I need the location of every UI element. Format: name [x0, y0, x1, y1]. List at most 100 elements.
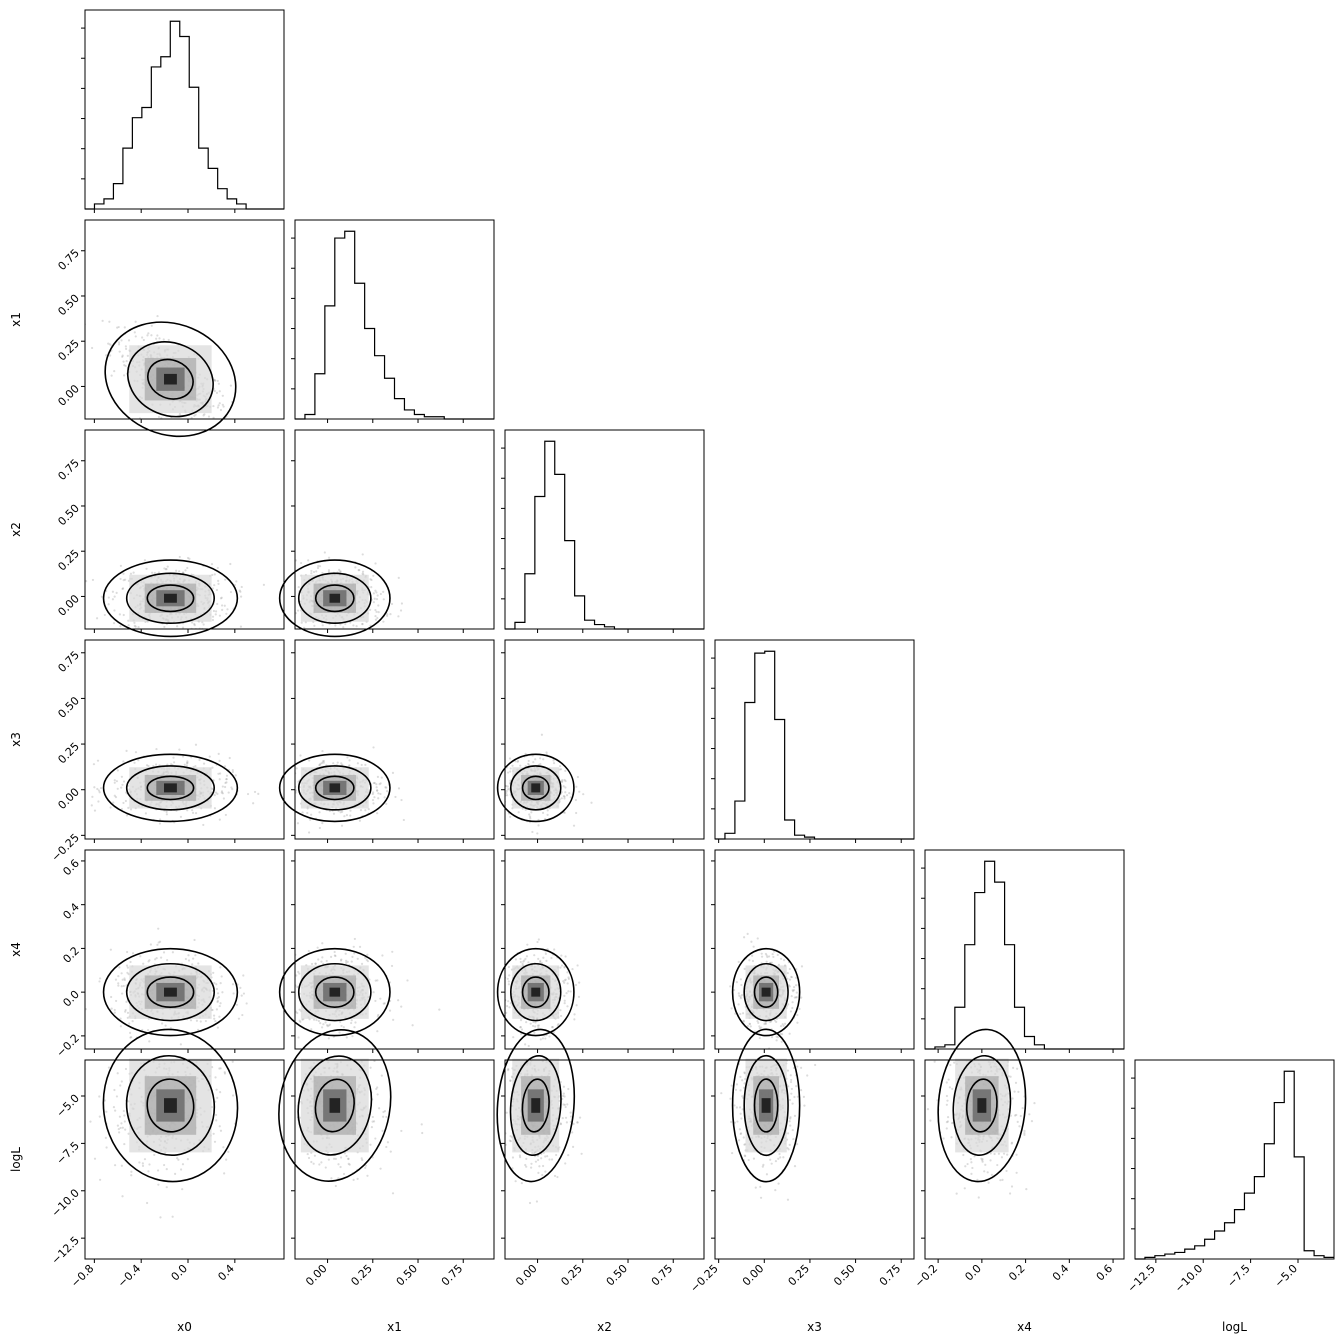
density-x0-x1	[129, 345, 212, 414]
y-axis-label-x2: x2	[9, 522, 23, 537]
y-tick-label-x2: 0.50	[55, 502, 82, 529]
contour-x3-x4-3	[731, 947, 801, 1037]
y-axis-label-logL: logL	[9, 1147, 23, 1172]
y-tick-label-x4: −0.2	[54, 1032, 82, 1060]
density-x3-x4	[745, 965, 787, 1019]
x-tick-label-x2: 0.75	[649, 1262, 676, 1289]
panel-logL-logL	[1134, 1059, 1335, 1260]
x-axis-label-x4: x4	[1017, 1320, 1032, 1334]
contour-x3-logL-1	[753, 1078, 779, 1133]
density-layer	[129, 345, 1009, 1153]
panel-x2-logL	[504, 1059, 705, 1260]
contour-x1-x4-2	[297, 962, 372, 1022]
x-tick-label-logL: −7.5	[1225, 1262, 1253, 1290]
contour-x1-logL-1	[314, 1078, 355, 1133]
contour-x2-x4-3	[496, 947, 575, 1037]
y-tick-label-x3: 0.25	[55, 740, 82, 767]
panel-x3-logL	[714, 1059, 915, 1260]
y-axis-label-x3: x3	[9, 732, 23, 747]
x-tick-label-x4: 0.0	[962, 1262, 984, 1284]
panel-x1-x4	[294, 849, 495, 1050]
contour-x0-logL-3	[102, 1028, 239, 1183]
panel-x2-x3	[504, 639, 705, 840]
y-tick-label-x3: 0.75	[55, 649, 82, 676]
x-tick-label-x0: 0.0	[169, 1262, 191, 1284]
density-x2-x3	[512, 767, 560, 809]
panel-x3-x4	[714, 849, 915, 1050]
x-tick-label-x1: 0.00	[303, 1262, 330, 1289]
contour-x1-x4-3	[278, 947, 391, 1037]
contour-x4-logL-3	[937, 1028, 1027, 1183]
y-tick-label-x1: 0.00	[55, 382, 82, 409]
density-x4-logL	[955, 1058, 1009, 1153]
y-axis-label-x1: x1	[9, 312, 23, 327]
contour-x0-x3-2	[125, 765, 216, 811]
panel-x0-x0	[84, 9, 285, 210]
y-tick-label-logL: −7.5	[54, 1139, 82, 1167]
tick-layer	[81, 27, 1299, 1263]
y-tick-label-x1: 0.75	[55, 247, 82, 274]
x-tick-label-logL: −12.5	[1125, 1262, 1158, 1295]
contour-x1-logL-2	[297, 1055, 373, 1156]
contour-x3-x4-2	[743, 962, 789, 1022]
x-tick-label-logL: −10.0	[1172, 1262, 1205, 1295]
x-tick-label-x0: 0.4	[215, 1262, 237, 1284]
density-x1-x4	[300, 965, 369, 1019]
contour-x1-x3-3	[278, 753, 391, 823]
x-tick-label-x4: −0.2	[912, 1262, 940, 1290]
panel-x1-x1	[294, 219, 495, 420]
panel-x3-x3	[714, 639, 915, 840]
contour-x2-logL-1	[521, 1078, 550, 1133]
histogram-logL	[1135, 1070, 1334, 1260]
contour-x0-x2-3	[102, 559, 239, 638]
density-x0-x3	[129, 767, 212, 809]
panel-frames-layer	[84, 9, 1335, 1260]
density-x3-logL	[745, 1058, 787, 1153]
y-tick-label-logL: −12.5	[49, 1234, 82, 1267]
y-tick-label-x3: 0.50	[55, 694, 82, 721]
panel-x0-logL	[84, 1059, 285, 1260]
contour-x0-x3-3	[102, 753, 239, 823]
x-tick-label-x2: 0.50	[604, 1262, 631, 1289]
x-tick-label-x4: 0.4	[1050, 1262, 1072, 1284]
panel-x4-logL	[924, 1059, 1125, 1260]
contour-x1-x2-3	[278, 559, 391, 638]
x-tick-label-logL: −5.0	[1272, 1262, 1300, 1290]
x-tick-label-x0: −0.4	[115, 1262, 143, 1290]
x-tick-label-x2: 0.25	[558, 1262, 585, 1289]
x-tick-label-x2: 0.00	[513, 1262, 540, 1289]
x-tick-label-x1: 0.25	[348, 1262, 375, 1289]
x-tick-label-x0: −0.8	[68, 1262, 96, 1290]
contour-x1-x2-2	[297, 572, 372, 624]
panel-x0-x2	[84, 429, 285, 630]
histogram-x0	[85, 20, 284, 210]
contour-x1-x3-1	[314, 775, 355, 801]
y-tick-label-x4: 0.6	[60, 857, 82, 879]
contour-x2-x4-1	[521, 976, 550, 1008]
y-tick-label-x2: 0.00	[55, 592, 82, 619]
contour-x2-logL-3	[496, 1028, 576, 1183]
y-tick-label-x1: 0.25	[55, 337, 82, 364]
y-tick-label-x4: 0.2	[60, 944, 82, 966]
x-tick-label-x1: 0.50	[394, 1262, 421, 1289]
x-axis-label-x2: x2	[597, 1320, 612, 1334]
y-tick-label-x1: 0.50	[55, 292, 82, 319]
contour-x0-logL-2	[125, 1054, 216, 1157]
x-tick-label-x3: −0.25	[688, 1262, 721, 1295]
panel-x4-x4	[924, 849, 1125, 1050]
x-axis-label-x3: x3	[807, 1320, 822, 1334]
contour-x1-x4-1	[314, 976, 355, 1008]
y-tick-label-x4: 0.4	[60, 900, 82, 922]
contour-x4-logL-2	[952, 1054, 1012, 1157]
x-tick-label-x1: 0.75	[439, 1262, 466, 1289]
panel-x1-logL	[294, 1059, 495, 1260]
contour-x4-logL-1	[965, 1078, 998, 1133]
histogram-x2	[505, 440, 704, 630]
y-tick-label-x3: 0.00	[55, 785, 82, 812]
x-tick-label-x3: 0.75	[877, 1262, 904, 1289]
contour-x0-x4-2	[125, 962, 216, 1022]
contour-x0-x3-1	[146, 775, 195, 801]
contour-x0-x1-2	[126, 341, 214, 418]
x-axis-label-x0: x0	[177, 1320, 192, 1334]
